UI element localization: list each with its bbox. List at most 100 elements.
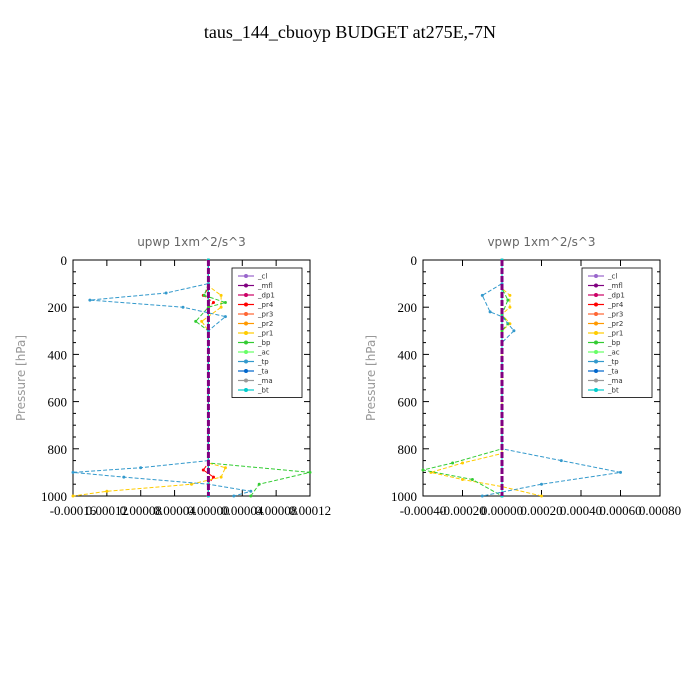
data-point_pr4 (212, 475, 215, 479)
legend-marker (594, 331, 598, 335)
legend-marker (594, 274, 598, 278)
data-point_tp (122, 475, 126, 479)
legend-label: _bp (257, 339, 271, 347)
data-point_tp (619, 470, 622, 474)
legend-label: _cl (257, 273, 267, 281)
data-point_pr1 (540, 494, 543, 498)
x-tick-label: 0.00012 (86, 503, 128, 518)
y-tick-label: 600 (48, 395, 68, 410)
data-point_pr1 (71, 494, 75, 498)
legend-label: _bt (257, 387, 269, 395)
data-point_tp (206, 329, 210, 333)
legend-label: _pr4 (607, 301, 624, 309)
data-point_pr1 (219, 293, 223, 297)
data-point_bp (223, 301, 227, 304)
x-tick-label: 0.00008 (255, 503, 297, 518)
data-point_bp (500, 329, 504, 333)
x-tick-label: 0.00004 (221, 503, 264, 518)
data-point_tp (512, 329, 516, 333)
legend-label: _mfl (607, 282, 623, 290)
legend-marker (594, 369, 598, 373)
y-tick-label: 400 (398, 347, 418, 362)
data-point_tp (232, 494, 236, 498)
data-point_pr1 (200, 319, 204, 323)
x-tick-label: 0.00000 (187, 503, 229, 518)
series-line_bp (422, 260, 509, 497)
chart-title: upwp 1xm^2/s^3 (137, 235, 246, 249)
data-point_tp (88, 298, 92, 302)
chart-title: vpwp 1xm^2/s^3 (487, 235, 595, 249)
data-point_bp (202, 293, 206, 297)
legend-marker (594, 293, 598, 297)
legend-label: _bp (607, 339, 621, 347)
data-point_tp (488, 310, 492, 314)
legend-marker (594, 283, 598, 288)
legend-marker (244, 283, 248, 288)
legend-label: _ma (607, 377, 623, 385)
data-point_pr1 (223, 466, 227, 470)
legend-label: _tp (257, 358, 269, 366)
legend-label: _dp1 (607, 292, 625, 300)
y-axis-label: Pressure [hPa] (364, 335, 378, 421)
y-tick-label: 400 (48, 347, 68, 362)
legend-label: _pr2 (607, 320, 623, 328)
legend-label: _pr3 (607, 311, 623, 319)
data-point_bp (206, 305, 210, 309)
x-tick-label: 0.00004 (153, 503, 196, 518)
legend-marker (244, 378, 248, 383)
chart-panel-2: vpwp 1xm^2/s^3 Pressure [hPa] 0 200 400 600 80… (364, 235, 681, 518)
x-tick-label: 0.00008 (120, 503, 162, 518)
data-point_pr1 (461, 461, 464, 465)
series-line_tp (72, 260, 251, 497)
legend-marker (244, 350, 248, 354)
legend-label: _bt (607, 387, 619, 395)
data-point_pr4 (201, 468, 205, 472)
x-tick-label: 0.00000 (481, 503, 523, 518)
data-point_pr1 (219, 305, 223, 309)
legend-marker (244, 274, 248, 278)
data-point_tp (139, 466, 143, 470)
y-tick-label: 200 (398, 300, 418, 315)
legend-marker (244, 388, 248, 392)
series-line_tp (481, 260, 621, 497)
data-point_pr1 (508, 293, 512, 297)
x-tick-label: -0.00020 (439, 503, 486, 518)
legend-marker (594, 378, 598, 383)
legend-label: _ac (607, 349, 620, 357)
legend-marker (244, 302, 248, 307)
legend-label: _pr4 (257, 301, 274, 309)
legend-marker (244, 369, 248, 373)
data-point_bp (249, 494, 253, 498)
data-point_bp (308, 470, 312, 474)
data-point_tp (71, 470, 75, 474)
x-tick-label: 0.00080 (639, 503, 681, 518)
legend-marker (244, 293, 248, 297)
legend-marker (594, 340, 598, 345)
legend-marker (594, 321, 598, 326)
legend-label: _tp (607, 358, 619, 366)
legend-label: _cl (607, 273, 617, 281)
legend-marker (244, 340, 248, 345)
data-point_pr1 (508, 305, 512, 309)
y-tick-label: 1000 (391, 489, 417, 504)
legend-label: _ac (257, 349, 270, 357)
legend-marker (594, 359, 598, 364)
legend-label: _pr2 (257, 320, 273, 328)
data-point_bp (470, 478, 474, 481)
data-point_pr1 (105, 489, 109, 493)
y-tick-label: 600 (398, 395, 418, 410)
data-point_bp (506, 298, 510, 302)
data-point_pr1 (190, 482, 193, 486)
data-point_tp (223, 315, 227, 319)
legend-marker (244, 312, 248, 316)
data-point_pr4 (212, 301, 215, 304)
legend-label: _ta (607, 368, 619, 376)
legend-label: _pr1 (257, 330, 273, 338)
legend-label: _pr3 (257, 311, 273, 319)
x-tick-label: -0.00040 (400, 503, 447, 518)
legend-label: _mfl (257, 282, 273, 290)
legend-label: _ma (257, 377, 273, 385)
data-point_tp (480, 293, 484, 297)
data-point_tp (540, 482, 543, 486)
